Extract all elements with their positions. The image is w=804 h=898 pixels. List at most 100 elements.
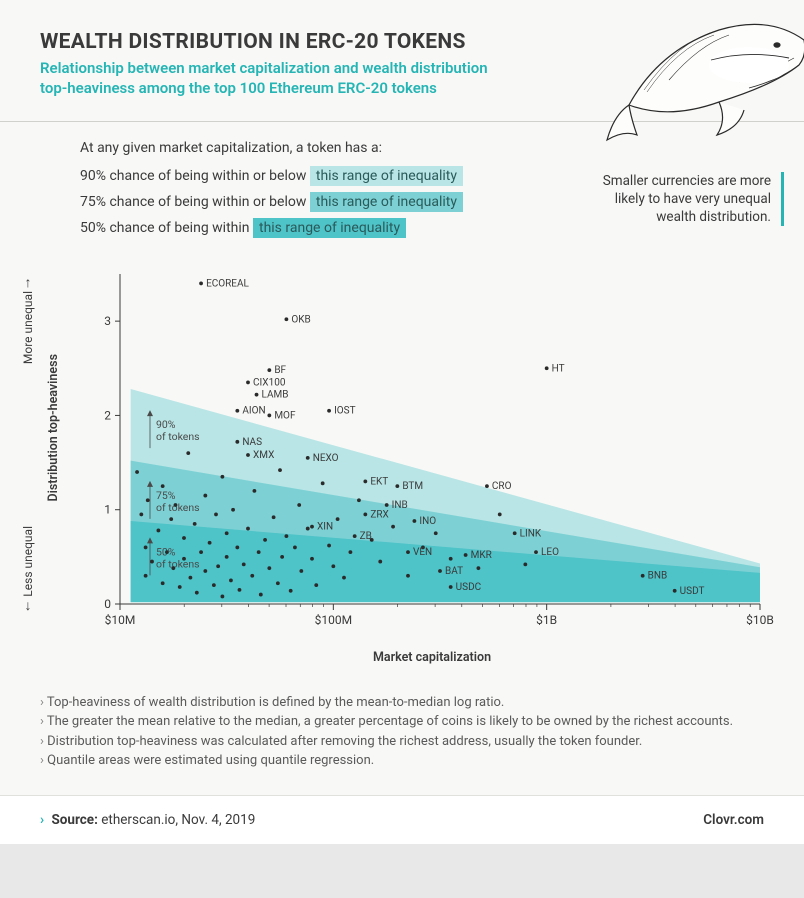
data-point: [413, 519, 417, 523]
data-point: [342, 575, 346, 579]
footnote-line: Quantile areas were estimated using quan…: [40, 751, 764, 771]
legend-row-text: 90% chance of being within or below: [80, 168, 310, 184]
data-point: [513, 531, 517, 535]
footnote-line: Top-heaviness of wealth distribution is …: [40, 693, 764, 713]
data-point: [449, 556, 453, 560]
data-point-label: NEXO: [313, 452, 339, 463]
data-point: [406, 573, 410, 577]
page: WEALTH DISTRIBUTION IN ERC-20 TOKENS Rel…: [0, 0, 804, 844]
data-point: [178, 585, 182, 589]
data-point: [357, 498, 361, 502]
data-point-label: BF: [274, 365, 286, 376]
data-point: [150, 559, 154, 563]
legend-swatch: this range of inequality: [310, 166, 463, 186]
data-point: [267, 413, 271, 417]
data-point-label: ZRX: [370, 509, 388, 520]
data-point: [310, 556, 314, 560]
data-point-label: MOF: [274, 410, 296, 421]
data-point-label: AION: [242, 405, 265, 416]
data-point: [306, 455, 310, 459]
data-point: [641, 573, 645, 577]
data-point: [229, 578, 233, 582]
data-point: [534, 550, 538, 554]
y-axis-label: Distribution top-heaviness: [46, 354, 61, 502]
data-point-label: USDT: [680, 585, 705, 596]
data-point: [246, 526, 250, 530]
x-tick-label: $10M: [105, 613, 136, 627]
data-point: [523, 562, 527, 566]
arrow-down-icon: ↓: [25, 597, 32, 614]
data-point: [378, 559, 382, 563]
data-point: [349, 550, 353, 554]
data-point-label: LEO: [541, 547, 559, 558]
data-point: [267, 566, 271, 570]
data-point: [485, 484, 489, 488]
data-point: [161, 484, 165, 488]
data-point-label: XMX: [253, 450, 274, 461]
data-point: [235, 408, 239, 412]
data-point: [246, 380, 250, 384]
data-point: [189, 575, 193, 579]
data-point: [135, 470, 139, 474]
data-point: [363, 512, 367, 516]
footnote-line: The greater the mean relative to the med…: [40, 712, 764, 732]
data-point: [327, 543, 331, 547]
data-point: [257, 550, 261, 554]
y-outer-top: More unequal: [21, 291, 35, 364]
data-point: [203, 493, 207, 497]
y-axis-annotation: ↑ More unequal Less unequal ↓: [18, 274, 38, 614]
data-point: [385, 503, 389, 507]
data-point: [216, 564, 220, 568]
data-point: [310, 524, 314, 528]
source-label: Source:: [51, 812, 97, 828]
data-point-label: HT: [552, 363, 565, 374]
data-point: [391, 524, 395, 528]
data-point: [331, 564, 335, 568]
data-point: [306, 526, 310, 530]
legend-intro: At any given market capitalization, a to…: [80, 140, 764, 156]
data-point-label: IOST: [334, 405, 356, 416]
data-point: [464, 553, 468, 557]
data-point: [321, 481, 325, 485]
data-point-label: OKB: [291, 314, 310, 325]
chart-area: ↑ More unequal Less unequal ↓ Distributi…: [0, 254, 804, 675]
data-point: [449, 585, 453, 589]
data-point-label: XIN: [317, 521, 333, 532]
data-point: [161, 581, 165, 585]
data-point: [253, 488, 257, 492]
data-point: [434, 531, 438, 535]
data-point: [182, 556, 186, 560]
data-point: [327, 408, 331, 412]
data-point: [353, 534, 357, 538]
data-point: [238, 587, 242, 591]
data-point: [289, 588, 293, 592]
data-point: [208, 540, 212, 544]
x-tick-label: $1B: [536, 613, 557, 627]
data-point: [314, 583, 318, 587]
data-point: [182, 536, 186, 540]
data-point: [406, 550, 410, 554]
data-point-label: LINK: [520, 528, 542, 539]
data-point: [225, 554, 229, 558]
data-point: [272, 515, 276, 519]
data-point: [250, 573, 254, 577]
scatter-chart: 90%of tokens75%of tokens50%of tokens0123…: [80, 264, 780, 644]
data-point-label: LAMB: [262, 389, 289, 400]
x-axis-label: Market capitalization: [80, 650, 784, 665]
data-point-label: BAT: [445, 566, 463, 577]
legend-row-text: 50% chance of being within: [80, 220, 253, 236]
data-point: [477, 566, 481, 570]
brand: Clovr.com: [703, 812, 764, 828]
data-point: [395, 484, 399, 488]
data-point: [673, 588, 677, 592]
data-point: [336, 517, 340, 521]
data-point-label: INO: [419, 516, 436, 527]
data-point: [276, 581, 280, 585]
data-point: [221, 594, 225, 598]
data-point-label: MKR: [471, 549, 492, 560]
data-point: [171, 566, 175, 570]
data-point: [545, 366, 549, 370]
data-point-label: CIX100: [253, 377, 286, 388]
y-tick-label: 1: [104, 502, 111, 516]
header: WEALTH DISTRIBUTION IN ERC-20 TOKENS Rel…: [0, 0, 804, 109]
